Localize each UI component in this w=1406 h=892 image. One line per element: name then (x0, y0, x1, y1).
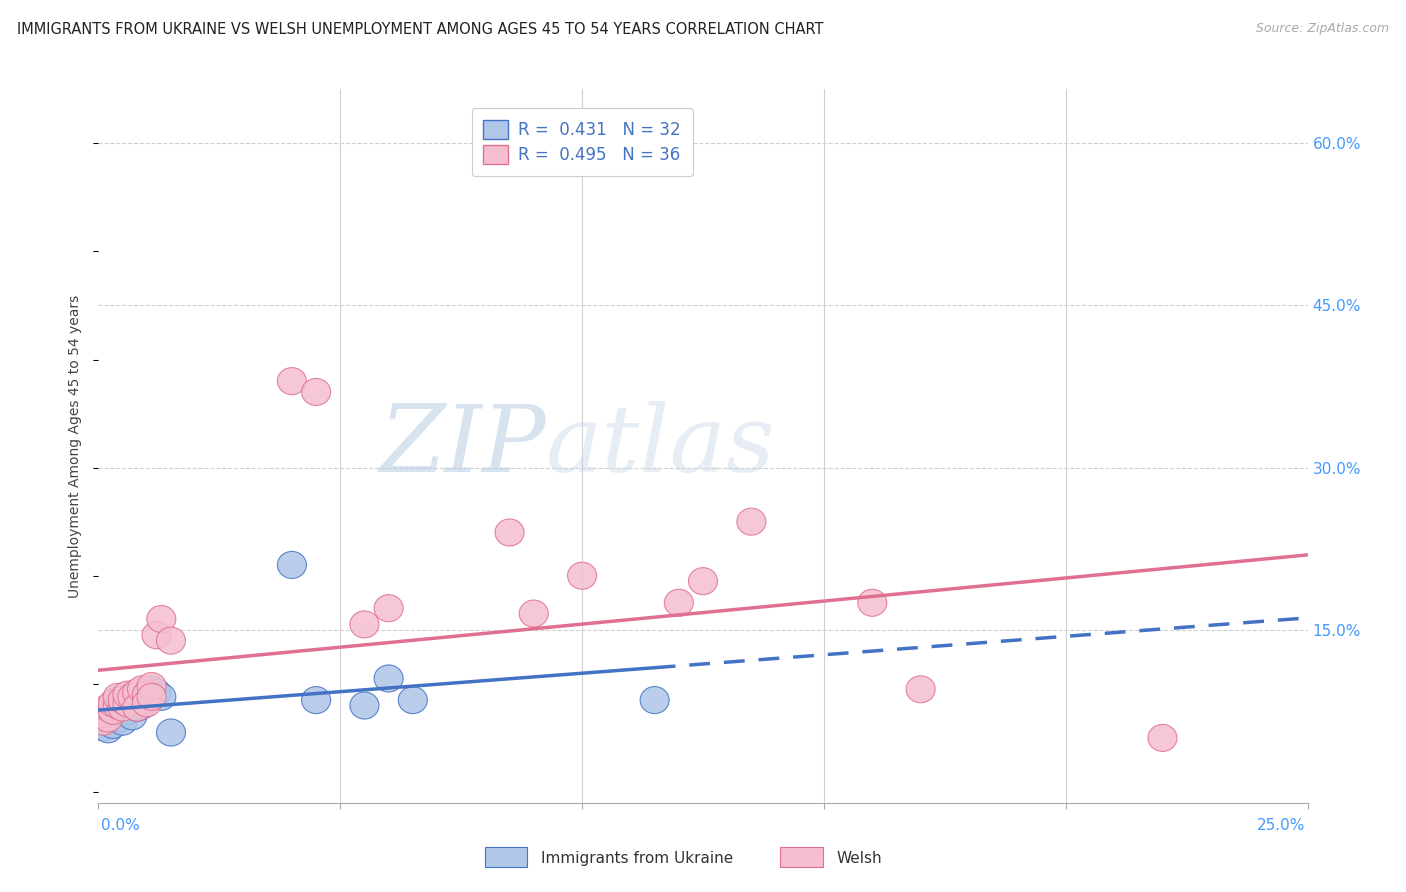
Ellipse shape (89, 714, 118, 740)
Ellipse shape (98, 700, 128, 728)
Ellipse shape (122, 694, 152, 721)
Ellipse shape (98, 698, 128, 724)
Ellipse shape (112, 698, 142, 724)
Ellipse shape (156, 719, 186, 746)
Ellipse shape (142, 679, 172, 706)
Ellipse shape (277, 368, 307, 394)
Ellipse shape (132, 681, 162, 708)
Ellipse shape (132, 690, 162, 717)
Text: 0.0%: 0.0% (101, 818, 141, 832)
Ellipse shape (108, 708, 138, 735)
Ellipse shape (858, 590, 887, 616)
Ellipse shape (301, 378, 330, 406)
Ellipse shape (103, 692, 132, 719)
Ellipse shape (519, 600, 548, 627)
Ellipse shape (122, 679, 152, 706)
Legend: R =  0.431   N = 32, R =  0.495   N = 36: R = 0.431 N = 32, R = 0.495 N = 36 (471, 108, 693, 176)
Ellipse shape (98, 690, 128, 717)
Text: Immigrants from Ukraine: Immigrants from Ukraine (541, 851, 734, 865)
Ellipse shape (89, 708, 118, 735)
Ellipse shape (108, 694, 138, 721)
Ellipse shape (128, 692, 156, 719)
Ellipse shape (98, 692, 128, 719)
Ellipse shape (108, 687, 138, 714)
Ellipse shape (138, 683, 166, 710)
Ellipse shape (138, 683, 166, 710)
Text: IMMIGRANTS FROM UKRAINE VS WELSH UNEMPLOYMENT AMONG AGES 45 TO 54 YEARS CORRELAT: IMMIGRANTS FROM UKRAINE VS WELSH UNEMPLO… (17, 22, 824, 37)
Y-axis label: Unemployment Among Ages 45 to 54 years: Unemployment Among Ages 45 to 54 years (69, 294, 83, 598)
Ellipse shape (156, 627, 186, 654)
Ellipse shape (108, 698, 138, 724)
Ellipse shape (103, 683, 132, 710)
Ellipse shape (89, 703, 118, 730)
Ellipse shape (495, 519, 524, 546)
Ellipse shape (689, 567, 717, 595)
Ellipse shape (94, 715, 122, 743)
Ellipse shape (132, 681, 162, 708)
Ellipse shape (138, 673, 166, 699)
Ellipse shape (737, 508, 766, 535)
Ellipse shape (905, 676, 935, 703)
Ellipse shape (146, 683, 176, 710)
Ellipse shape (664, 590, 693, 616)
Ellipse shape (568, 562, 596, 590)
Ellipse shape (118, 692, 146, 719)
Ellipse shape (374, 595, 404, 622)
Ellipse shape (112, 681, 142, 708)
Ellipse shape (142, 622, 172, 648)
Ellipse shape (128, 676, 156, 703)
Ellipse shape (1147, 724, 1177, 751)
Ellipse shape (103, 687, 132, 714)
Ellipse shape (98, 712, 128, 739)
Text: ZIP: ZIP (380, 401, 546, 491)
Text: 25.0%: 25.0% (1257, 818, 1305, 832)
Ellipse shape (108, 692, 138, 719)
Ellipse shape (94, 698, 122, 724)
Text: atlas: atlas (546, 401, 775, 491)
Ellipse shape (118, 683, 146, 710)
Ellipse shape (277, 551, 307, 578)
Ellipse shape (398, 687, 427, 714)
Ellipse shape (89, 708, 118, 735)
Ellipse shape (374, 665, 404, 692)
Text: Source: ZipAtlas.com: Source: ZipAtlas.com (1256, 22, 1389, 36)
Ellipse shape (640, 687, 669, 714)
Ellipse shape (94, 694, 122, 721)
Ellipse shape (301, 687, 330, 714)
Text: Welsh: Welsh (837, 851, 882, 865)
Ellipse shape (118, 703, 146, 730)
Ellipse shape (112, 690, 142, 717)
Ellipse shape (122, 694, 152, 721)
Ellipse shape (350, 692, 380, 719)
Ellipse shape (94, 705, 122, 732)
Ellipse shape (350, 611, 380, 638)
Ellipse shape (94, 705, 122, 732)
Ellipse shape (89, 700, 118, 728)
Ellipse shape (103, 705, 132, 732)
Ellipse shape (112, 690, 142, 717)
Ellipse shape (146, 606, 176, 632)
Ellipse shape (138, 676, 166, 703)
